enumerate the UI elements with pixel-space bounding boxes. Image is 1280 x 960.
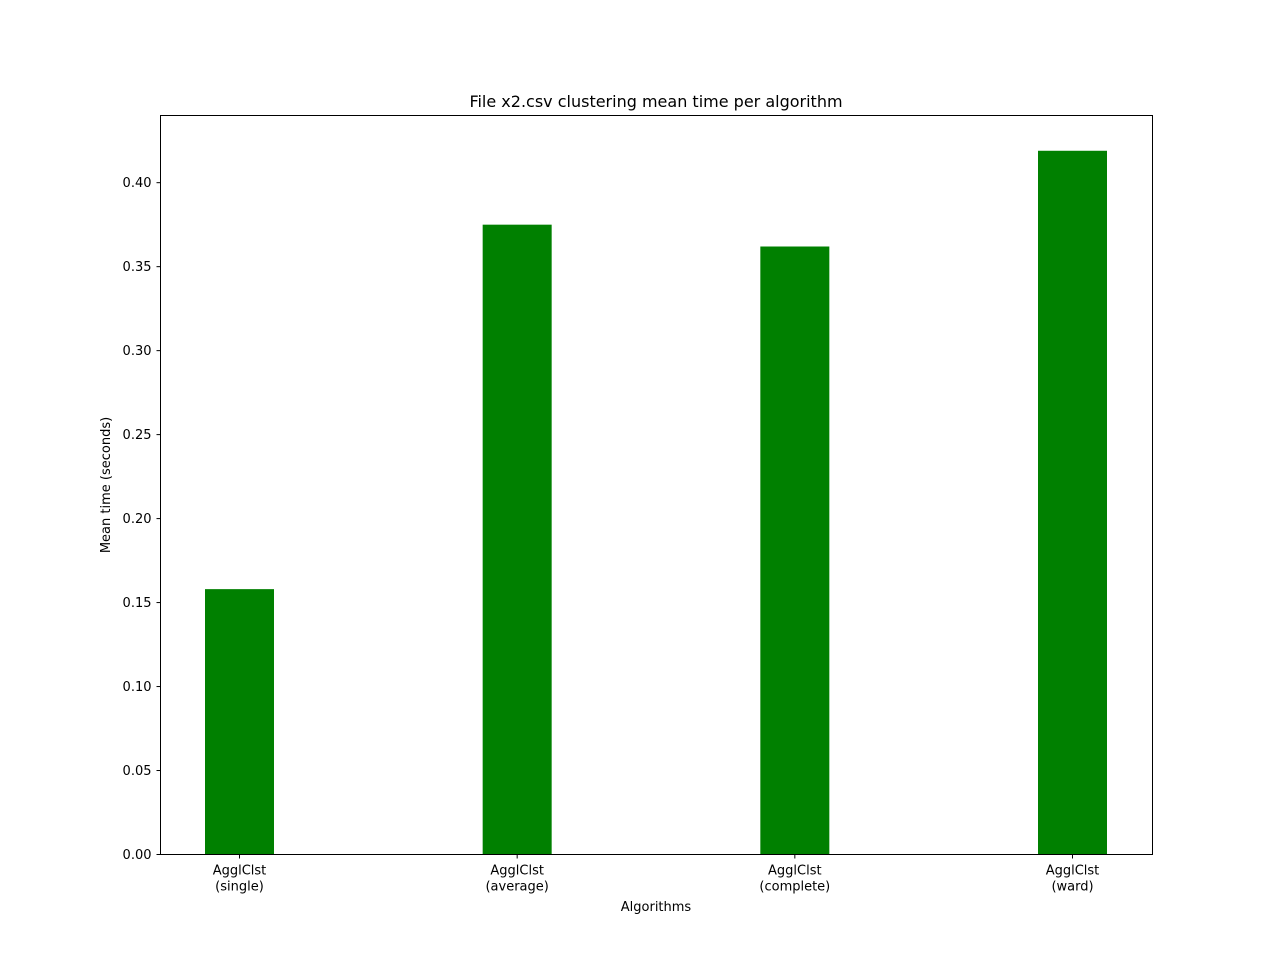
y-tick-label: 0.05	[123, 764, 152, 779]
axis-ticks: 0.00 0.05 0.10 0.15 0.20 0.25 0.30 0.35 0.40 Aggl…	[123, 176, 1100, 894]
y-tick-label: 0.20	[123, 512, 152, 527]
x-axis-label: Algorithms	[621, 900, 692, 915]
y-axis-label: Mean time (seconds)	[99, 417, 114, 553]
bars	[205, 150, 1107, 855]
x-tick-label: AgglClst (average)	[485, 864, 548, 895]
y-tick-label: 0.30	[123, 344, 152, 359]
bar	[205, 589, 274, 855]
plot-frame	[160, 115, 1153, 855]
bar	[1038, 150, 1107, 855]
chart-title: File x2.csv clustering mean time per alg…	[469, 92, 842, 111]
y-tick-label: 0.25	[123, 428, 152, 443]
x-tick-label: AgglClst (single)	[213, 864, 267, 895]
y-tick-label: 0.40	[123, 176, 152, 191]
y-tick-label: 0.35	[123, 260, 152, 275]
bar	[760, 246, 830, 855]
bar	[482, 224, 552, 855]
y-tick-label: 0.00	[123, 848, 152, 863]
y-tick-label: 0.10	[123, 680, 152, 695]
x-tick-label: AgglClst (complete)	[759, 864, 830, 895]
y-tick-label: 0.15	[123, 596, 152, 611]
x-tick-label: AgglClst (ward)	[1046, 864, 1100, 895]
